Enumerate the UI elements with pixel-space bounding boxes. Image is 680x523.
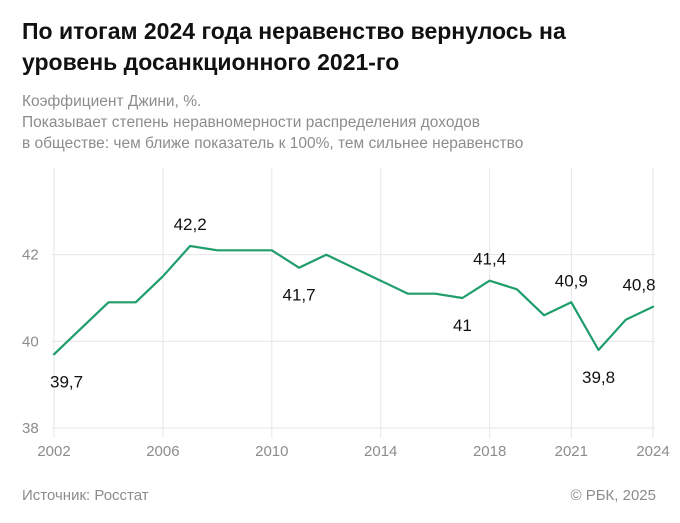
data-label: 41,4: [473, 250, 506, 269]
data-label: 42,2: [174, 215, 207, 234]
y-tick-label: 38: [22, 420, 39, 437]
data-label: 40,8: [622, 276, 655, 295]
y-tick-label: 42: [22, 247, 39, 264]
data-label: 40,9: [555, 271, 588, 290]
copyright-note: © РБК, 2025: [570, 487, 656, 504]
subtitle-line-1: Коэффициент Джини, %.: [22, 93, 202, 110]
x-tick-label: 2006: [146, 443, 179, 460]
x-tick-label: 2014: [364, 443, 397, 460]
chart-subtitle: Коэффициент Джини, %. Показывает степень…: [22, 91, 662, 154]
data-label: 41,7: [282, 286, 315, 305]
x-tick-label: 2002: [37, 443, 70, 460]
data-label: 41: [453, 316, 472, 335]
source-note: Источник: Росстат: [22, 487, 149, 504]
data-label: 39,7: [50, 372, 83, 391]
x-tick-label: 2018: [473, 443, 506, 460]
gini-series-line: [52, 244, 655, 356]
y-tick-label: 40: [22, 333, 39, 350]
data-label: 39,8: [582, 368, 615, 387]
chart-title: По итогам 2024 года неравенство вернулос…: [22, 18, 566, 75]
x-tick-label: 2021: [555, 443, 588, 460]
x-tick-label: 2010: [255, 443, 288, 460]
subtitle-line-3: в обществе: чем ближе показатель к 100%,…: [22, 135, 524, 152]
subtitle-line-2: Показывает степень неравномерности распр…: [22, 114, 481, 131]
gini-line-chart: 38 40 42 2002 2006 2010 2014 2018 2021 2024 39,7 42…: [22, 168, 670, 460]
x-tick-label: 2024: [636, 443, 669, 460]
